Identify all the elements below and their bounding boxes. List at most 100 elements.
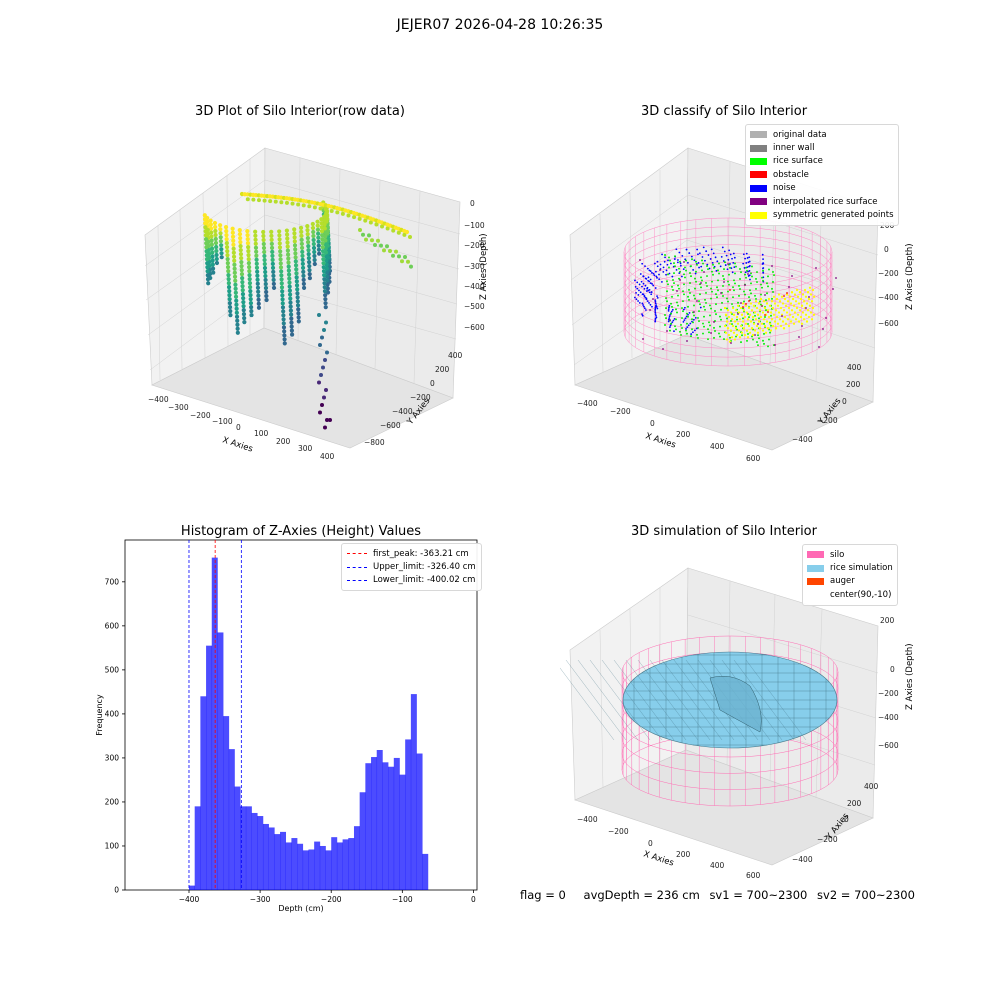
raw-data-point: [320, 233, 325, 238]
classify-point-rice-surface: [765, 299, 767, 302]
classify-point-symmetric: [728, 322, 732, 325]
classify-point-rice-surface: [717, 279, 719, 282]
raw-data-point: [300, 253, 305, 258]
classify-point-rice-surface: [687, 295, 689, 298]
classify-point-noise: [649, 282, 652, 285]
raw-data-point: [261, 241, 266, 247]
classify-point-rice-surface: [763, 322, 765, 325]
classify-point-rice-surface: [755, 277, 757, 280]
status-avg-depth: avgDepth = 236 cm: [583, 888, 700, 902]
classify-point-noise: [654, 300, 657, 303]
classify-point-interpolated: [652, 298, 654, 300]
classify-point-noise: [641, 314, 644, 317]
classify-point-rice-surface: [671, 285, 673, 288]
raw-data-point: [264, 289, 269, 295]
raw-data-point: [312, 261, 317, 267]
classify-point-symmetric: [752, 322, 756, 325]
raw-data-point: [241, 311, 247, 317]
raw-data-point: [307, 204, 312, 209]
classify-point-rice-surface: [758, 317, 760, 320]
simulation-plot-title: 3D simulation of Silo Interior: [631, 524, 817, 539]
classify-point-symmetric: [742, 327, 746, 330]
classify-point-symmetric: [803, 288, 807, 292]
raw-data-point: [296, 319, 301, 324]
raw-data-point: [227, 293, 232, 298]
classify-point-symmetric: [732, 313, 736, 316]
classify-point-noise: [693, 329, 696, 332]
raw-data-point: [391, 253, 395, 258]
legend-line-swatch: [347, 566, 367, 568]
classify-point-noise: [675, 248, 678, 251]
classify-point-rice-surface: [710, 287, 712, 290]
classify-point-symmetric: [730, 336, 734, 339]
classify-point-interpolated: [771, 265, 773, 267]
raw-data-point: [261, 233, 266, 239]
classify-point-obstacle: [786, 292, 788, 294]
classify-point-symmetric: [793, 293, 797, 296]
raw-ztick: −500: [464, 302, 485, 311]
classify-point-symmetric: [765, 302, 769, 305]
classify-point-symmetric: [773, 302, 777, 305]
classify-point-noise: [682, 268, 685, 271]
classify-point-symmetric: [785, 293, 789, 296]
classify-point-rice-surface: [761, 286, 763, 289]
raw-data-point: [270, 257, 275, 262]
raw-data-point: [282, 341, 287, 346]
classify-point-rice-surface: [676, 301, 678, 304]
raw-data-point: [237, 231, 243, 237]
classify-point-noise: [640, 280, 643, 283]
classify-point-noise: [675, 268, 678, 271]
raw-data-point: [204, 257, 210, 262]
raw-data-point: [226, 269, 231, 274]
raw-data-point: [233, 290, 238, 295]
classify-point-noise: [676, 261, 679, 264]
classify-point-symmetric: [761, 329, 765, 332]
raw-data-point: [235, 318, 240, 323]
classify-point-rice-surface: [756, 281, 758, 283]
raw-data-point: [293, 247, 298, 252]
raw-data-point: [247, 272, 252, 278]
raw-data-point: [227, 289, 232, 294]
raw-data-point: [240, 291, 246, 297]
classify-point-symmetric: [770, 318, 774, 321]
raw-data-point: [279, 269, 284, 274]
classify-point-symmetric: [773, 320, 777, 323]
classify-point-rice-surface: [686, 322, 688, 325]
histogram-bar: [211, 557, 218, 890]
classify-point-symmetric: [780, 295, 784, 298]
raw-data-point: [277, 229, 282, 234]
classify-point-rice-surface: [737, 301, 739, 304]
legend-label: Upper_limit: -326.40 cm: [373, 562, 476, 573]
classify-xtick: −200: [610, 407, 631, 416]
histogram-y-tick-label: 500: [105, 665, 120, 674]
raw-z-axis-label: Z Axies (Depth): [479, 233, 489, 300]
classify-point-rice-surface: [665, 297, 667, 300]
raw-xtick: 400: [320, 452, 335, 460]
classify-point-rice-surface: [678, 287, 680, 290]
classify-point-rice-surface: [766, 292, 768, 295]
raw-data-point: [256, 301, 261, 306]
classify-plot-title: 3D classify of Silo Interior: [640, 104, 808, 119]
classify-point-rice-surface: [750, 282, 752, 285]
raw-data-point: [235, 326, 240, 331]
histogram-bar: [393, 757, 400, 890]
histogram-bars: [189, 557, 429, 890]
classify-point-noise: [665, 269, 668, 272]
classify-point-rice-surface: [703, 315, 705, 318]
classify-point-interpolated: [686, 340, 688, 342]
classify-point-interpolated: [730, 342, 732, 344]
raw-data-point: [210, 254, 215, 259]
classify-point-noise: [652, 272, 655, 275]
classify-point-rice-surface: [723, 268, 725, 271]
classify-point-symmetric: [807, 315, 811, 319]
raw-data-point: [294, 271, 299, 276]
raw-data-point: [307, 263, 312, 269]
raw-data-point: [224, 245, 230, 250]
raw-data-point: [290, 201, 295, 206]
raw-data-point: [246, 252, 251, 258]
classify-point-rice-surface: [689, 292, 691, 294]
simulation-ztick: 0: [890, 665, 895, 674]
raw-data-point: [245, 240, 251, 246]
classify-point-rice-surface: [673, 282, 675, 285]
classify-point-rice-surface: [747, 333, 749, 335]
